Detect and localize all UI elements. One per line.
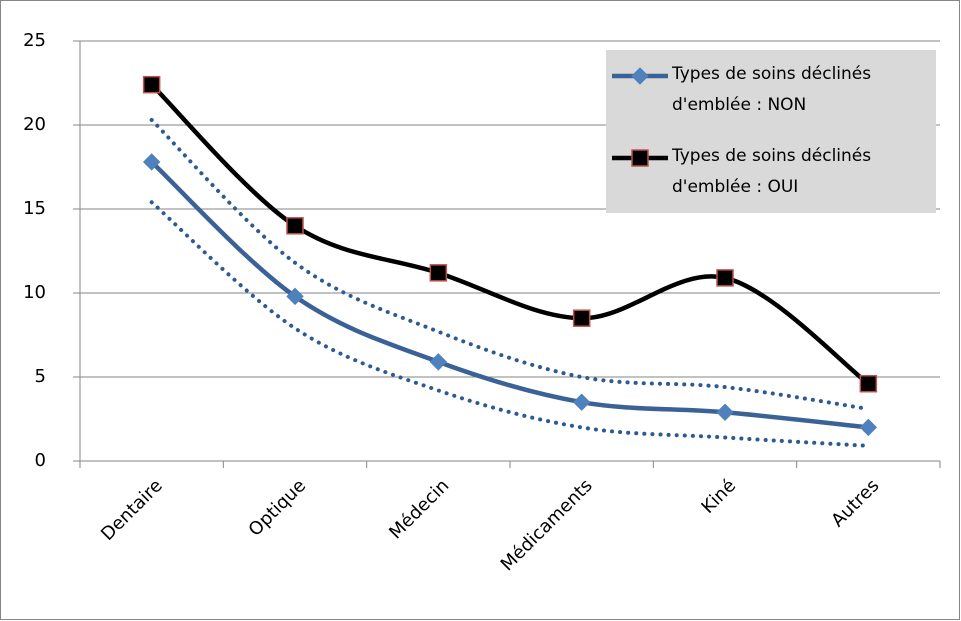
marker bbox=[286, 217, 304, 235]
legend-entry: Types de soins déclinés d'emblée : OUI bbox=[672, 146, 872, 197]
legend-marker bbox=[631, 149, 649, 167]
y-tick-label: 15 bbox=[23, 198, 46, 219]
marker bbox=[572, 393, 591, 411]
legend-marker bbox=[631, 67, 649, 85]
legend-label: Types de soins déclinés d'emblée : NON bbox=[672, 64, 872, 115]
marker bbox=[142, 153, 161, 171]
marker bbox=[859, 374, 878, 393]
y-tick-label: 5 bbox=[35, 366, 46, 387]
y-tick-label: 20 bbox=[23, 114, 46, 135]
marker bbox=[286, 287, 304, 306]
marker bbox=[429, 353, 448, 371]
series-line bbox=[149, 200, 871, 448]
y-tick-label: 25 bbox=[23, 30, 46, 51]
marker bbox=[716, 403, 734, 421]
legend-entry: Types de soins déclinés d'emblée : NON bbox=[672, 64, 872, 115]
series-line bbox=[149, 159, 871, 430]
marker bbox=[142, 75, 161, 94]
marker bbox=[859, 418, 878, 437]
legend-label: Types de soins déclinés d'emblée : OUI bbox=[672, 146, 872, 197]
y-tick-label: 10 bbox=[23, 282, 46, 303]
marker bbox=[429, 264, 448, 282]
marker bbox=[572, 309, 591, 327]
marker bbox=[716, 269, 734, 287]
series-line bbox=[149, 82, 871, 386]
y-tick-label: 0 bbox=[35, 450, 46, 471]
